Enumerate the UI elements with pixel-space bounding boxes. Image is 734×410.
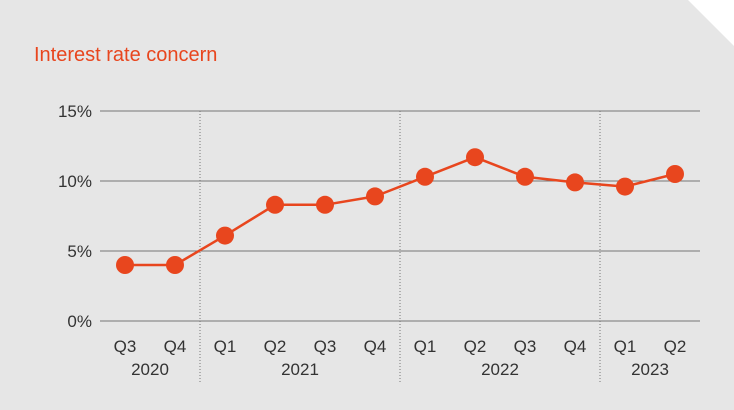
data-point <box>416 167 434 186</box>
year-label: 2023 <box>631 360 669 379</box>
data-point <box>216 226 234 245</box>
year-label: 2022 <box>481 360 519 379</box>
quarter-label: Q1 <box>614 337 637 356</box>
data-point <box>566 173 584 192</box>
quarter-label: Q2 <box>664 337 687 356</box>
quarter-label: Q4 <box>364 337 387 356</box>
y-tick-label: 5% <box>67 242 92 261</box>
y-tick-label: 0% <box>67 312 92 331</box>
data-point <box>616 177 634 196</box>
quarter-label: Q4 <box>164 337 187 356</box>
data-point <box>466 148 484 167</box>
data-point <box>166 256 184 274</box>
year-label: 2020 <box>131 360 169 379</box>
quarter-label: Q1 <box>214 337 237 356</box>
year-label: 2021 <box>281 360 319 379</box>
quarter-label: Q1 <box>414 337 437 356</box>
data-point <box>316 195 334 214</box>
data-point <box>266 195 284 214</box>
quarter-label: Q2 <box>464 337 487 356</box>
quarter-label: Q4 <box>564 337 587 356</box>
data-point <box>516 167 534 186</box>
quarter-label: Q3 <box>514 337 537 356</box>
data-point <box>666 165 684 183</box>
data-point <box>366 187 384 206</box>
quarter-label: Q3 <box>314 337 337 356</box>
data-point <box>116 256 134 274</box>
y-tick-label: 10% <box>58 172 92 191</box>
quarter-label: Q2 <box>264 337 287 356</box>
quarter-label: Q3 <box>114 337 137 356</box>
chart-title: Interest rate concern <box>34 44 218 66</box>
y-tick-label: 15% <box>58 102 92 121</box>
